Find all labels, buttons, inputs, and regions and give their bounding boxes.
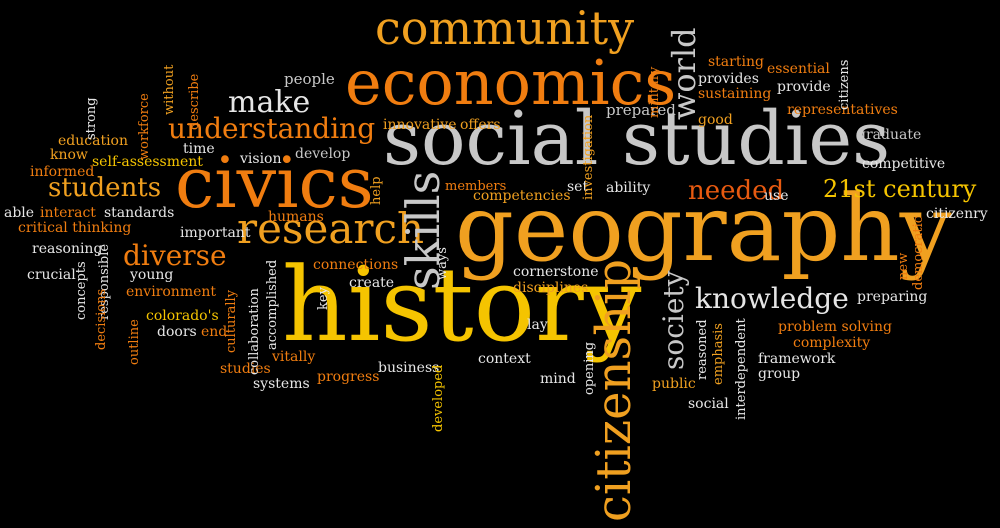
word-create: create [349,275,395,291]
word-important: important [180,225,251,241]
word-culturally: culturally [224,289,239,353]
word-economics: economics [345,46,677,119]
word-disciplines: disciplines [513,280,589,296]
word-opening: opening [582,341,597,395]
word-use: use [764,188,789,204]
word-competitive: competitive [862,156,946,172]
word-civics: civics [175,142,374,224]
word-citizens: citizens [837,59,852,110]
word-public: public [652,376,696,392]
word-ways: ways [435,247,450,280]
word-diverse: diverse [123,239,227,272]
word-interdependent: interdependent [734,318,749,420]
word-colorados: colorado's [146,308,219,324]
word-society: society [657,270,690,370]
word-framework: framework [758,351,836,367]
word-humans: humans [268,209,324,225]
word-environment: environment [126,284,217,300]
word-connections: connections [313,257,399,273]
word-time: time [183,141,215,157]
word-workforce: workforce [137,93,152,160]
word-social-studies: social studies [383,96,891,182]
word-education: education [58,133,128,149]
word-21st-century: 21st century [823,175,977,203]
word-ability: ability [606,180,651,196]
word-end: end [201,324,228,340]
word-young: young [130,267,174,283]
word-decisions: decisions [94,288,109,350]
word-set: set [567,179,589,195]
word-describe: describe [187,73,202,130]
word-essential: essential [767,61,830,77]
word-emphasis: emphasis [711,323,726,385]
word-reasoned: reasoned [695,319,710,380]
word-students: students [48,173,162,203]
word-sustaining: sustaining [698,86,772,102]
word-reasoning: reasoning [32,241,103,257]
word-democratic: democratic [911,215,926,290]
word-self-assessment: self-assessment [92,154,203,170]
word-help: help [369,176,384,205]
word-crucial: crucial [27,267,76,283]
word-progress: progress [317,369,380,385]
word-vision: vision [240,151,282,167]
word-group: group [758,366,801,382]
word-representatives: representatives [787,102,898,118]
word-informed: informed [30,164,95,180]
word-investigation: investigation [581,114,596,200]
word-provides: provides [698,71,759,87]
word-new: new [896,252,911,280]
word-lay: lay [527,317,548,333]
word-know: know [50,147,88,163]
word-problem-solving: problem solving [778,319,892,335]
word-needed: needed [688,176,785,206]
word-make: make [228,85,311,120]
word-good: good [698,112,733,128]
word-interact: interact [40,205,96,221]
word-cornerstone: cornerstone [513,264,599,280]
word-mind: mind [540,371,576,387]
word-prepared: prepared [606,101,676,119]
word-complexity: complexity [793,335,871,351]
word-history: history [282,246,642,365]
word-people: people [284,70,335,88]
word-standards: standards [104,205,175,221]
word-vitally: vitally [272,349,316,365]
word-competencies: competencies [473,188,571,204]
word-outline: outline [127,319,142,365]
word-graduate: graduate [857,127,922,143]
word-social: social [688,396,729,412]
word-studies: studies [220,361,271,377]
word-provide: provide [777,79,831,95]
word-understanding: understanding [168,112,376,145]
word-context: context [478,351,531,367]
word-starting: starting [708,54,764,70]
word-research: research [237,204,425,253]
word-developed: developed [431,364,446,432]
word-strong: strong [84,97,99,140]
word-citizenship: citizenship [586,258,642,522]
word-develop: develop [295,146,351,162]
word-doors: doors [157,324,197,340]
word-business: business [378,360,440,376]
word-accomplished: accomplished [265,259,280,350]
word-military: military [647,66,662,118]
word-collaboration: collaboration [247,288,262,375]
word-without: without [162,64,177,115]
word-offers: offers [460,117,501,133]
word-geography: geography [455,175,952,282]
word-concepts: concepts [74,261,89,320]
word-key: key [316,287,331,310]
word-critical-thinking: critical thinking [18,220,132,236]
word-systems: systems [253,376,310,392]
word-citizenry: citizenry [926,206,988,222]
word-community: community [375,1,635,55]
word-preparing: preparing [857,289,928,305]
word-knowledge: knowledge [695,282,849,315]
word-able: able [4,205,35,221]
word-innovative: innovative [383,117,457,133]
word-members: members [445,179,507,194]
